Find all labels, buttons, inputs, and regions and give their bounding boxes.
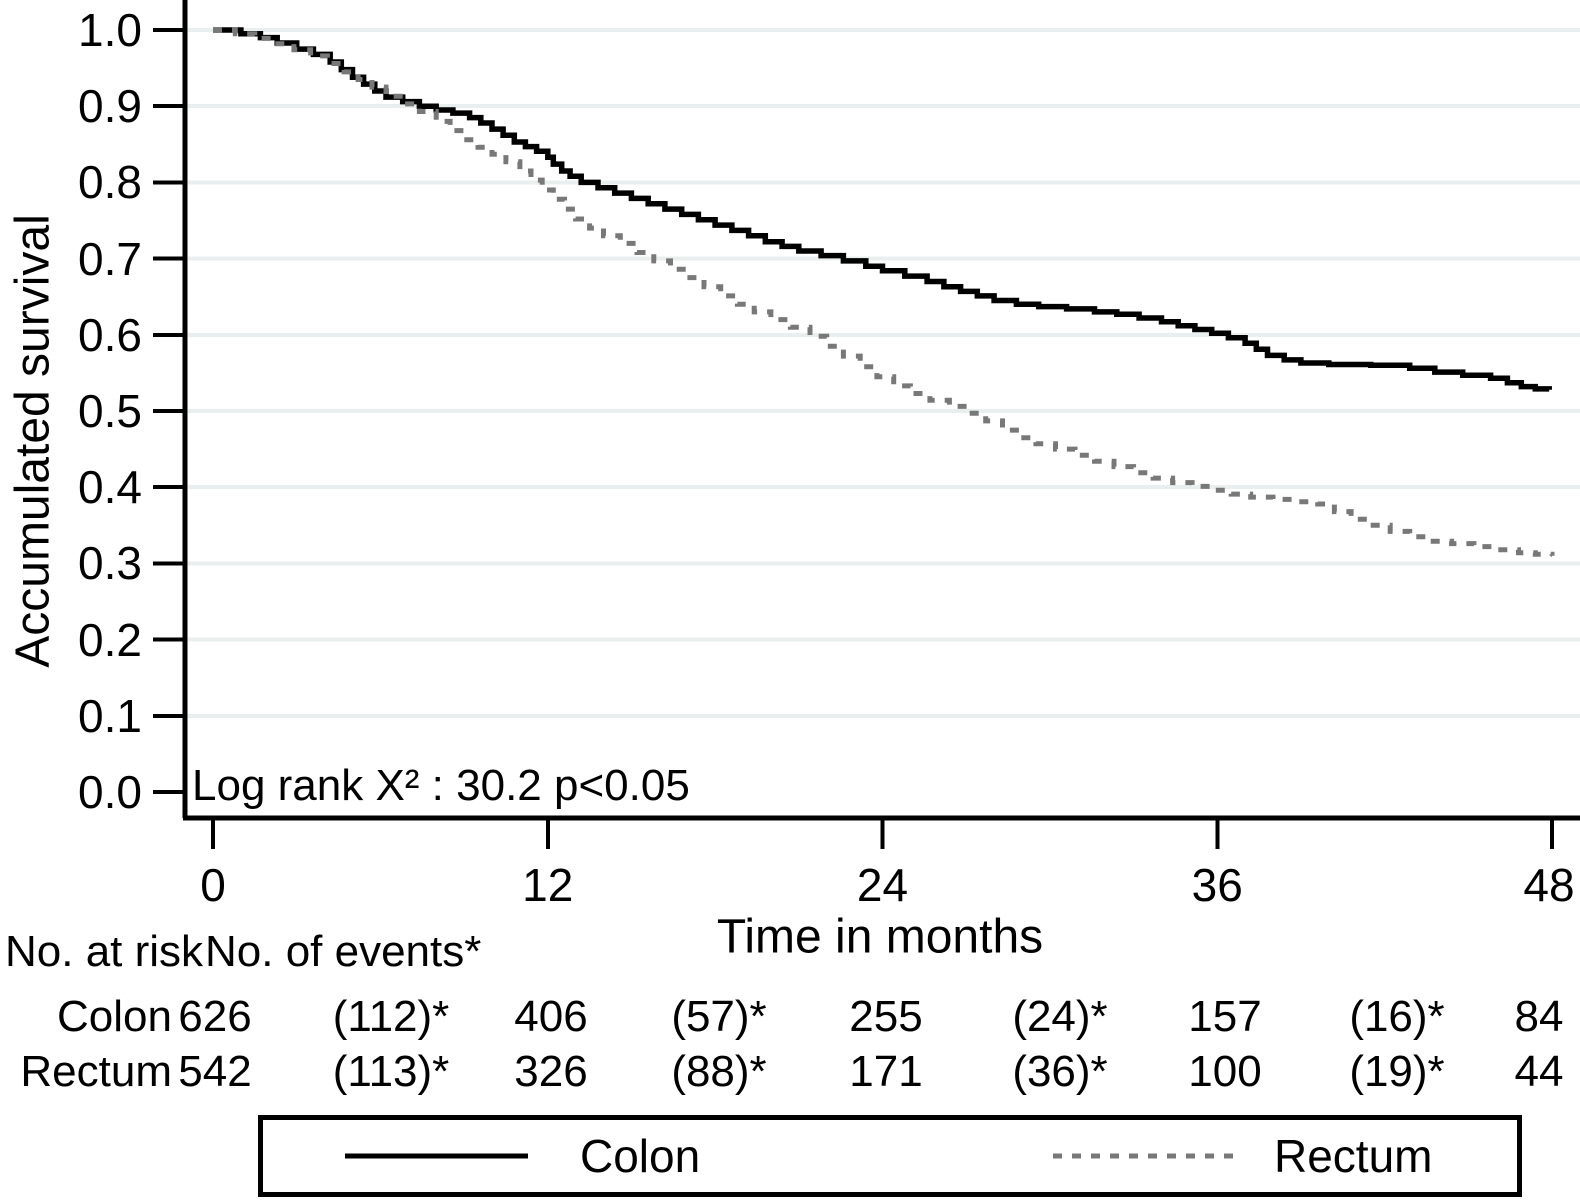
legend-line-rectum — [1053, 1153, 1235, 1159]
y-tick-label: 0.9 — [78, 80, 142, 133]
log-rank-annotation: Log rank X² : 30.2 p<0.05 — [192, 761, 690, 810]
curve-rectum — [213, 27, 1555, 557]
events-value: (113)* — [332, 1047, 450, 1096]
events-value: (16)* — [1349, 992, 1445, 1041]
y-tick-label: 0.1 — [78, 689, 142, 742]
events-value: (112)* — [332, 992, 450, 1041]
y-tick-label: 0.6 — [78, 308, 142, 361]
risk-table-header-events: No. of events* — [205, 927, 482, 976]
y-tick-label: 0.7 — [78, 232, 142, 285]
x-tick-label: 12 — [522, 859, 574, 911]
risk-value: 44 — [1514, 1047, 1564, 1096]
y-tick-label: 0.5 — [78, 385, 142, 437]
risk-value: 326 — [514, 1047, 588, 1096]
x-axis-title: Time in months — [716, 910, 1044, 964]
legend-box: Colon Rectum — [258, 1115, 1522, 1197]
y-axis-title: Accumulated survival — [6, 214, 60, 668]
x-tick-label: 0 — [200, 859, 226, 911]
x-tick-label: 48 — [1523, 859, 1575, 911]
y-tick-label: 0.4 — [78, 461, 142, 514]
x-tick-label: 36 — [1191, 859, 1243, 911]
events-value: (19)* — [1349, 1047, 1445, 1096]
risk-row-label-colon: Colon — [57, 992, 172, 1041]
risk-value: 84 — [1514, 992, 1564, 1041]
y-tick-label: 1.0 — [78, 4, 142, 56]
y-tick-label: 0.3 — [78, 537, 142, 590]
events-value: (57)* — [671, 992, 767, 1041]
y-tick-label: 0.0 — [78, 766, 142, 818]
legend-label-rectum: Rectum — [1274, 1130, 1433, 1182]
x-tick-label: 24 — [856, 859, 909, 911]
risk-value: 626 — [178, 992, 252, 1041]
y-tick-label: 0.8 — [78, 156, 142, 209]
risk-value: 100 — [1188, 1047, 1262, 1096]
legend-label-colon: Colon — [580, 1130, 701, 1182]
events-value: (24)* — [1012, 992, 1108, 1041]
risk-value: 542 — [178, 1047, 252, 1096]
events-value: (88)* — [671, 1047, 767, 1096]
legend-line-colon — [345, 1153, 528, 1159]
curve-colon — [213, 27, 1552, 392]
risk-value: 255 — [849, 992, 923, 1041]
events-value: (36)* — [1012, 1047, 1108, 1096]
risk-table-header-at-risk: No. at risk — [5, 927, 204, 976]
risk-value: 157 — [1188, 992, 1262, 1041]
risk-row-label-rectum: Rectum — [20, 1047, 172, 1096]
y-tick-label: 0.2 — [78, 613, 142, 666]
risk-value: 406 — [514, 992, 588, 1041]
risk-value: 171 — [849, 1047, 923, 1096]
